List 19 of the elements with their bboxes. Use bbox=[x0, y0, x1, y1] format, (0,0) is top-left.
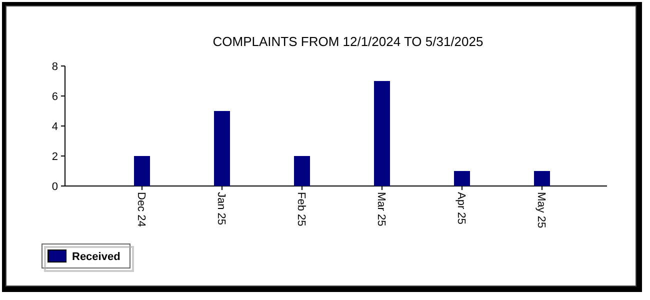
bar bbox=[374, 81, 390, 186]
bar bbox=[534, 171, 550, 186]
x-tick-label: Dec 24 bbox=[135, 192, 147, 227]
x-tick-label: May 25 bbox=[535, 192, 547, 228]
chart-title: COMPLAINTS FROM 12/1/2024 TO 5/31/2025 bbox=[212, 34, 484, 49]
bar bbox=[214, 111, 230, 186]
y-tick-label: 2 bbox=[52, 151, 58, 163]
x-tick-label: Feb 25 bbox=[295, 192, 307, 226]
x-tick-label: Apr 25 bbox=[455, 192, 467, 224]
y-tick-label: 6 bbox=[52, 91, 58, 103]
bar bbox=[294, 156, 310, 186]
y-tick-label: 0 bbox=[52, 181, 58, 193]
y-tick-label: 8 bbox=[52, 61, 58, 73]
x-tick-label: Mar 25 bbox=[375, 192, 387, 226]
legend-label: Received bbox=[72, 251, 120, 263]
x-tick-label: Jan 25 bbox=[215, 192, 227, 226]
bar bbox=[454, 171, 470, 186]
bar bbox=[134, 156, 150, 186]
y-tick-label: 4 bbox=[52, 121, 58, 133]
